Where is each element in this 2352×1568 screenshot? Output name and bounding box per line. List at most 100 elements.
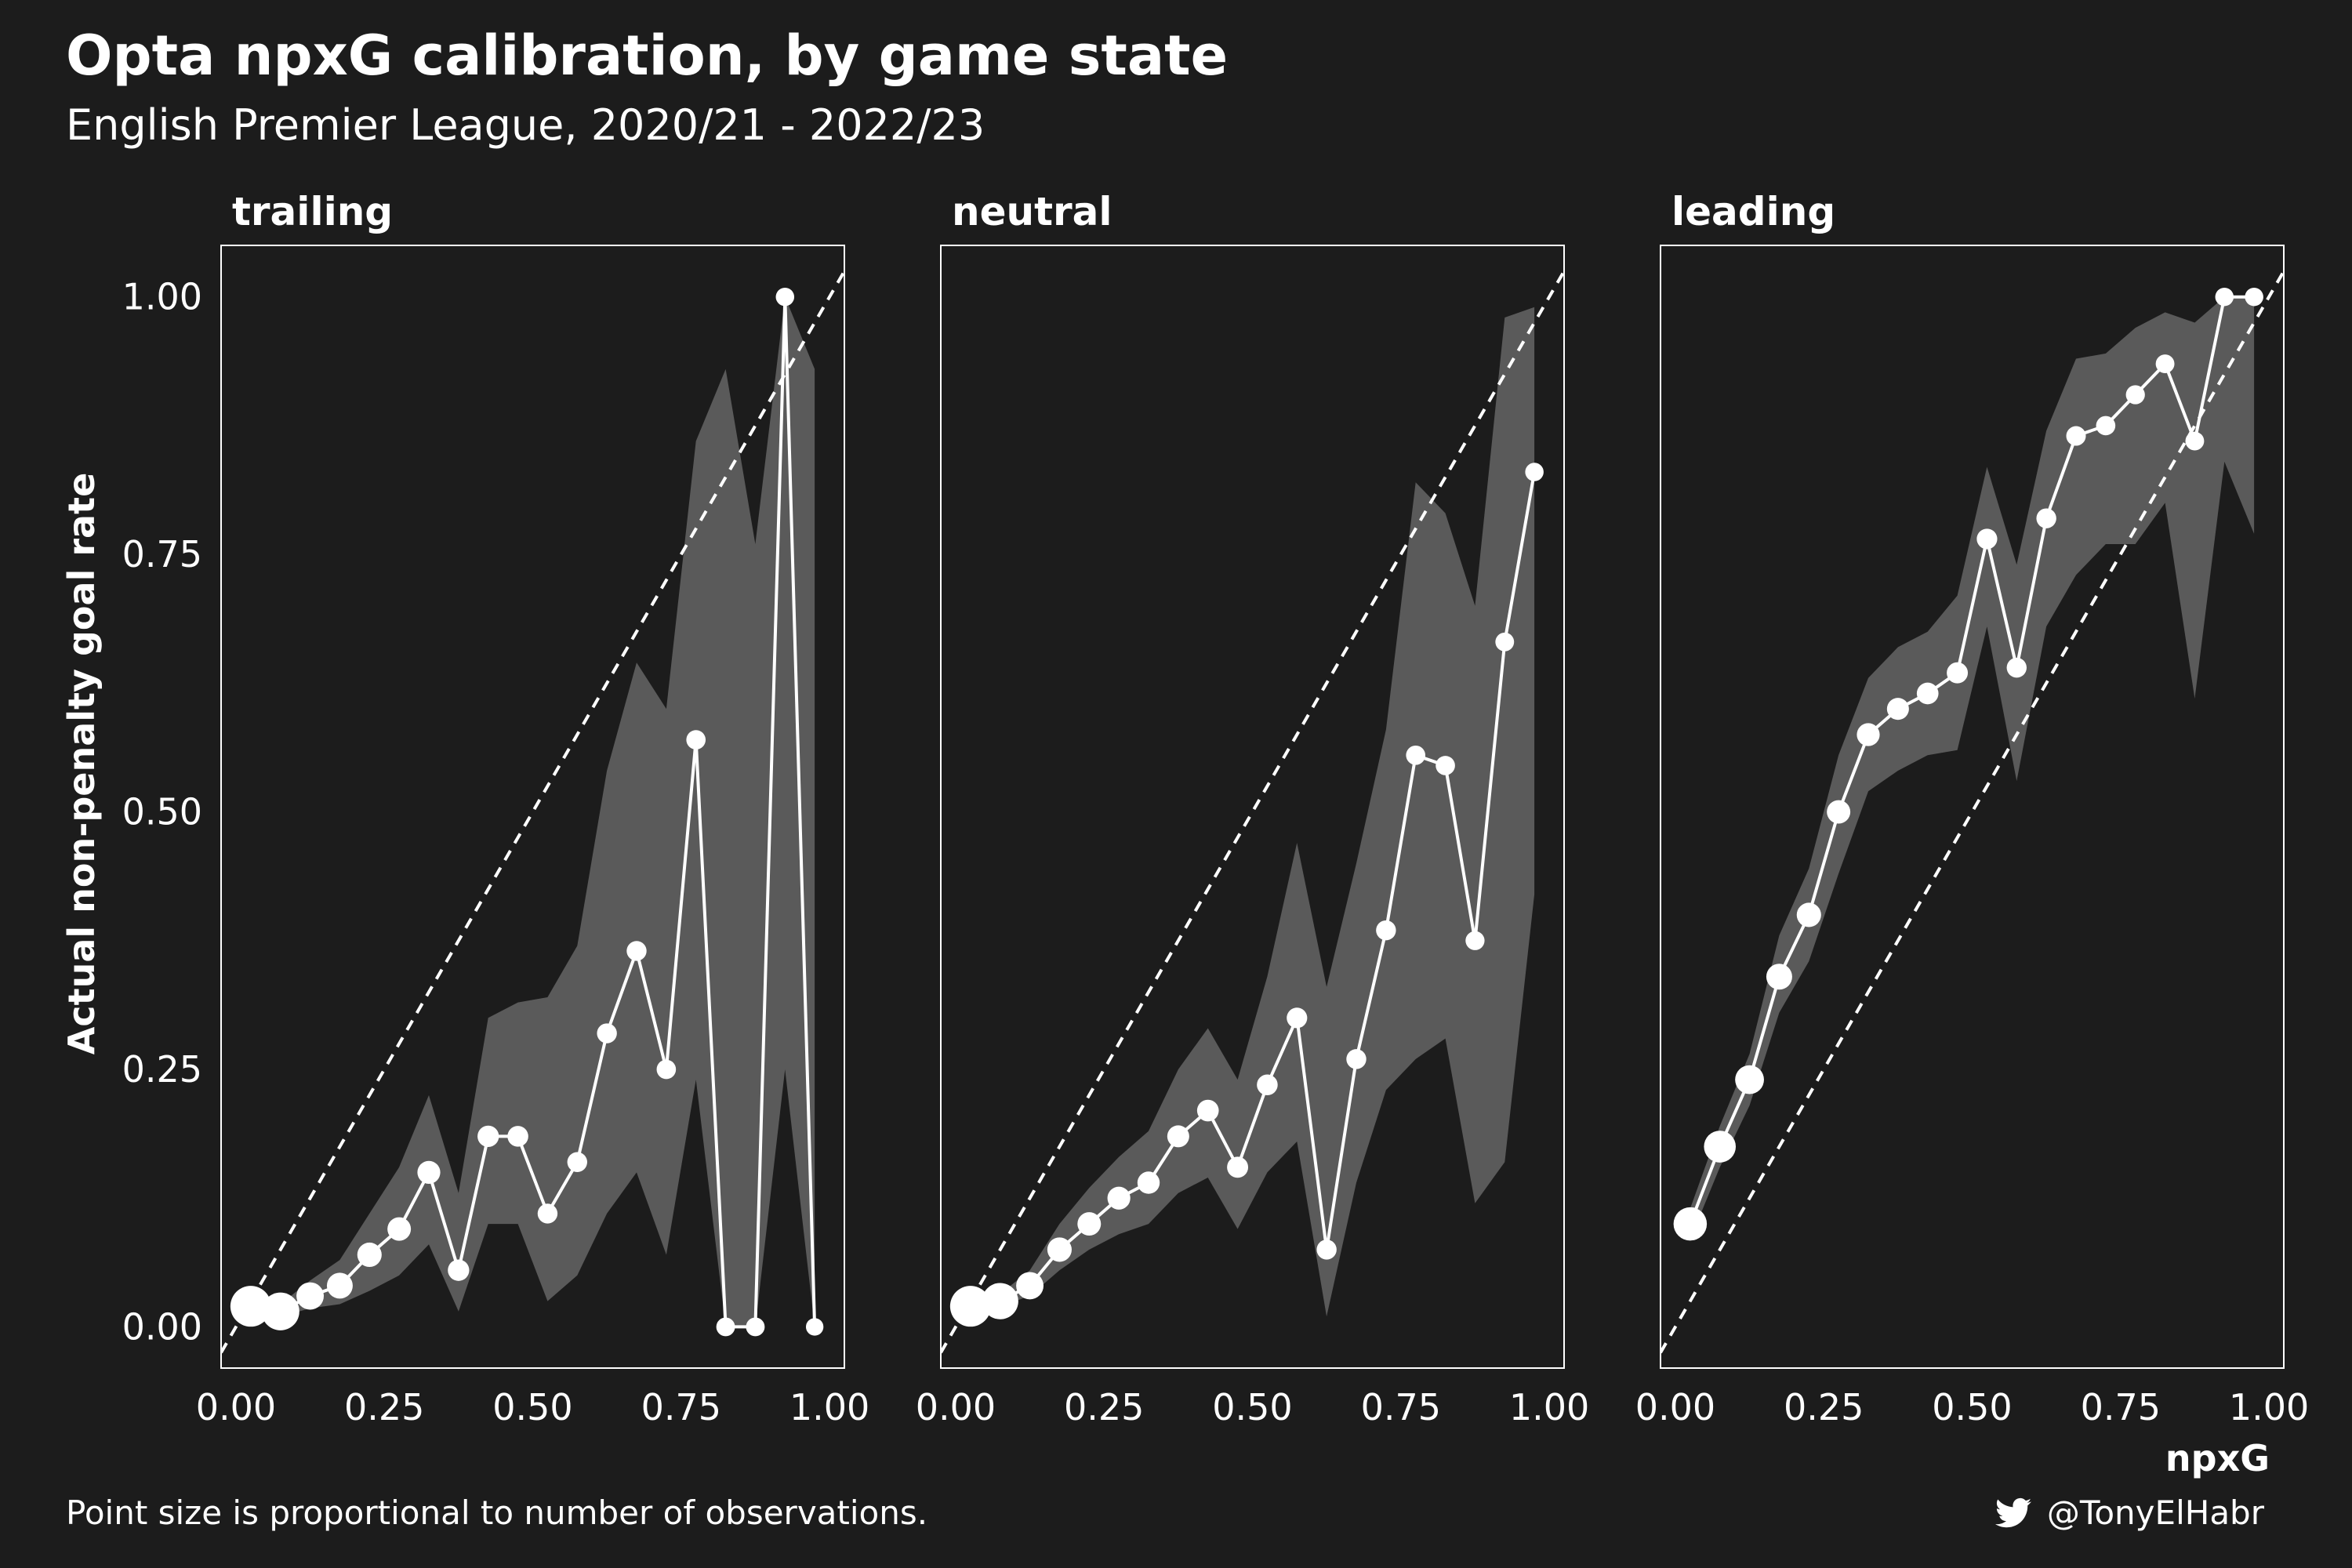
x-tick-label: 0.75	[1361, 1386, 1441, 1428]
y-tick-label: 0.25	[122, 1048, 202, 1091]
data-point-leading	[2245, 287, 2263, 307]
data-point-neutral	[1167, 1125, 1189, 1148]
reference-line-trailing	[221, 270, 844, 1354]
data-point-trailing	[746, 1317, 765, 1337]
data-point-neutral	[1016, 1272, 1044, 1300]
panel-label-neutral: neutral	[952, 189, 1112, 234]
data-point-trailing	[805, 1318, 824, 1336]
panel-label-leading: leading	[1671, 189, 1835, 234]
data-point-neutral	[1346, 1049, 1367, 1069]
data-point-leading	[2155, 354, 2175, 374]
credit[interactable]: @TonyElHabr	[1994, 1494, 2264, 1532]
confidence-band-leading	[1690, 296, 2255, 1240]
panel-leading: leading 0.00 0.25 0.50 0.75 1.00	[1635, 189, 2310, 1428]
reference-line-leading	[1661, 270, 2284, 1354]
data-point-trailing	[326, 1272, 353, 1299]
x-tick-label: 0.25	[1784, 1386, 1864, 1428]
data-point-trailing	[537, 1203, 558, 1224]
data-point-neutral	[1436, 756, 1455, 775]
data-point-trailing	[230, 1286, 271, 1327]
data-point-neutral	[1287, 1007, 1308, 1029]
y-tick-label: 0.00	[122, 1305, 202, 1348]
data-point-leading	[1857, 723, 1880, 746]
panel-border-leading	[1660, 245, 2285, 1369]
x-tick-label: 0.75	[2081, 1386, 2161, 1428]
chart-title: Opta npxG calibration, by game state	[66, 24, 1229, 88]
data-point-trailing	[567, 1152, 587, 1172]
data-point-leading	[1916, 682, 1939, 705]
data-point-leading	[1796, 902, 1821, 927]
data-point-trailing	[656, 1059, 677, 1080]
data-point-neutral	[1047, 1237, 1072, 1262]
data-point-leading	[1947, 662, 1969, 684]
data-point-neutral	[1196, 1099, 1219, 1122]
y-tick-label: 0.75	[122, 533, 202, 575]
panel-label-trailing: trailing	[232, 189, 393, 234]
data-point-leading	[2066, 426, 2086, 446]
x-tick-label: 1.00	[789, 1386, 869, 1428]
data-point-trailing	[261, 1292, 299, 1330]
data-point-neutral	[1465, 931, 1485, 950]
y-axis-title: Actual non-penalty goal rate	[60, 473, 103, 1055]
data-point-trailing	[716, 1317, 735, 1337]
data-point-leading	[2096, 416, 2116, 436]
data-point-neutral	[1495, 632, 1515, 652]
x-tick-label: 0.00	[196, 1386, 276, 1428]
data-point-leading	[1704, 1131, 1737, 1163]
data-point-leading	[2006, 657, 2027, 678]
data-point-neutral	[1257, 1074, 1278, 1095]
x-tick-label: 1.00	[1509, 1386, 1589, 1428]
panel-border-neutral	[940, 245, 1565, 1369]
data-point-trailing	[296, 1282, 325, 1310]
data-point-trailing	[686, 730, 706, 750]
twitter-bird-icon	[1994, 1497, 2031, 1527]
data-point-leading	[1735, 1065, 1764, 1094]
x-tick-label: 1.00	[2229, 1386, 2309, 1428]
panel-border-trailing	[220, 245, 845, 1369]
data-point-trailing	[775, 287, 795, 307]
data-point-leading	[1827, 800, 1851, 824]
data-point-leading	[1673, 1207, 1708, 1241]
data-point-trailing	[507, 1126, 528, 1147]
data-point-trailing	[626, 941, 647, 961]
x-tick-label: 0.00	[916, 1386, 996, 1428]
data-point-leading	[2125, 385, 2145, 405]
data-point-leading	[1976, 528, 1998, 550]
data-point-trailing	[477, 1125, 499, 1148]
data-point-trailing	[448, 1259, 470, 1281]
data-point-neutral	[1227, 1156, 1249, 1178]
data-point-neutral	[1376, 920, 1396, 941]
x-tick-label: 0.00	[1635, 1386, 1715, 1428]
caption: Point size is proportional to number of …	[66, 1494, 928, 1532]
confidence-band-neutral	[970, 307, 1535, 1317]
data-point-leading	[2215, 287, 2234, 307]
data-point-neutral	[1525, 463, 1544, 481]
panel-neutral: neutral 0.00 0.25 0.50 0.75 1.00	[916, 189, 1590, 1428]
data-point-neutral	[1077, 1212, 1102, 1236]
y-tick-label: 0.50	[122, 791, 202, 833]
data-point-neutral	[1316, 1240, 1337, 1260]
data-point-leading	[2036, 508, 2056, 528]
data-point-trailing	[357, 1242, 382, 1268]
data-point-trailing	[597, 1023, 617, 1044]
data-point-leading	[2185, 431, 2205, 451]
x-tick-label: 0.25	[1064, 1386, 1144, 1428]
reference-line-neutral	[941, 270, 1564, 1354]
panel-trailing: trailing 0.00 0.25 0.50 0.75 1.00 0.00 0.25 0.50…	[122, 189, 870, 1428]
x-tick-label: 0.75	[641, 1386, 721, 1428]
x-tick-label: 0.50	[1932, 1386, 2012, 1428]
data-point-neutral	[1107, 1186, 1131, 1210]
data-point-neutral	[982, 1283, 1018, 1319]
data-point-neutral	[1137, 1171, 1160, 1194]
data-point-leading	[1886, 698, 1909, 720]
data-point-trailing	[387, 1217, 412, 1241]
credit-handle: @TonyElHabr	[2046, 1494, 2264, 1532]
data-point-trailing	[417, 1160, 441, 1184]
x-tick-label: 0.50	[492, 1386, 572, 1428]
data-point-neutral	[1406, 745, 1426, 765]
data-point-leading	[1766, 964, 1792, 990]
x-tick-label: 0.50	[1212, 1386, 1292, 1428]
data-point-neutral	[949, 1286, 991, 1327]
x-axis-title: npxG	[2165, 1437, 2270, 1479]
